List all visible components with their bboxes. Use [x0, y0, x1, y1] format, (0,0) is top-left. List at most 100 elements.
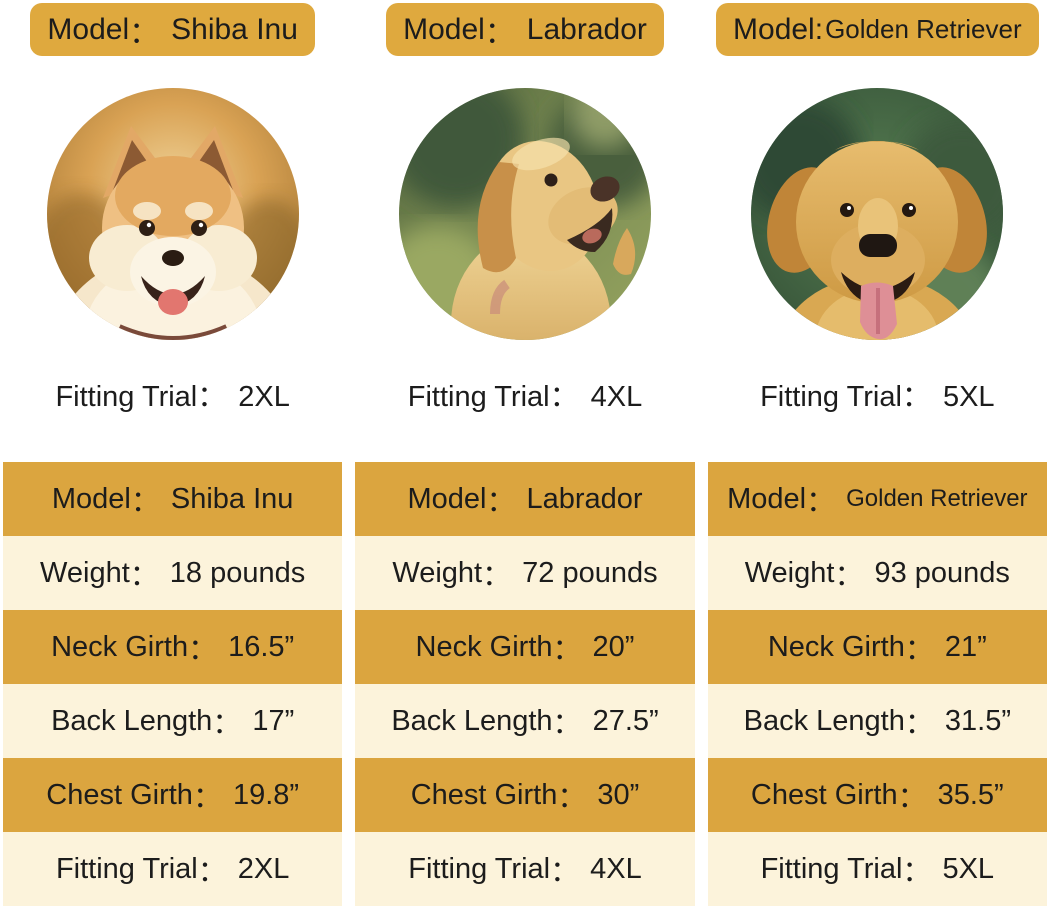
table-row: Neck Girth： 21”	[707, 610, 1047, 684]
table-row: Chest Girth： 30”	[355, 758, 695, 832]
colon: ：	[197, 381, 227, 413]
row-value: 31.5”	[944, 704, 1011, 737]
colon: ：	[901, 381, 931, 413]
table-row: Back Length： 27.5”	[355, 684, 695, 758]
shiba-inu-photo	[46, 88, 299, 340]
row-label: Neck Girth	[51, 630, 189, 663]
colon: ：	[904, 634, 934, 666]
fitting-trial-label: Fitting Trial	[55, 381, 198, 413]
colon: ：	[188, 634, 218, 666]
colon: :	[814, 12, 824, 46]
model-badge-label: Model	[403, 12, 485, 46]
spec-table-golden: Model： Golden Retriever Weight： 93 pounds …	[707, 462, 1047, 906]
colon: ：	[897, 782, 927, 814]
model-badge-label: Model	[733, 12, 815, 46]
table-row: Back Length： 17”	[3, 684, 343, 758]
table-row: Fitting Trial： 4XL	[355, 832, 695, 906]
table-row: Weight： 72 pounds	[355, 536, 695, 610]
row-label: Chest Girth	[46, 778, 193, 811]
row-value: 18 pounds	[169, 556, 306, 589]
colon: ：	[486, 486, 516, 518]
row-label: Neck Girth	[415, 630, 553, 663]
colon: ：	[129, 560, 159, 592]
row-label: Back Length	[51, 704, 213, 737]
row-label: Chest Girth	[410, 778, 558, 811]
row-label: Model	[727, 482, 807, 515]
column-labrador: Model： Labrador	[355, 0, 695, 906]
row-label: Weight	[40, 556, 130, 589]
model-badge-golden: Model: Golden Retriever	[716, 3, 1039, 56]
row-value: 5XL	[942, 852, 995, 885]
model-badge-label: Model	[47, 12, 130, 46]
golden-retriever-photo	[751, 88, 1004, 340]
colon: ：	[482, 560, 512, 592]
colon: ：	[552, 708, 582, 740]
table-row: Weight： 18 pounds	[3, 536, 343, 610]
row-label: Fitting Trial	[408, 852, 551, 885]
fitting-trial-label: Fitting Trial	[760, 381, 902, 413]
colon: ：	[552, 634, 582, 666]
labrador-photo	[398, 88, 651, 340]
spec-table-labrador: Model： Labrador Weight： 72 pounds Neck Gir…	[355, 462, 695, 906]
colon: ：	[212, 708, 242, 740]
table-row: Neck Girth： 16.5”	[3, 610, 343, 684]
colon: ：	[902, 856, 932, 888]
row-value: 21”	[944, 630, 987, 663]
model-badge-value: Labrador	[526, 12, 647, 46]
fitting-trial-line: Fitting Trial： 5XL	[760, 373, 994, 415]
colon: ：	[549, 381, 579, 413]
fitting-trial-label: Fitting Trial	[407, 381, 550, 413]
fitting-trial-value: 5XL	[942, 381, 995, 413]
row-value: 16.5”	[228, 630, 295, 663]
fitting-trial-line: Fitting Trial： 4XL	[408, 373, 642, 415]
row-value: Labrador	[526, 482, 643, 515]
fitting-trial-value: 2XL	[238, 381, 290, 413]
labrador-illustration	[398, 88, 651, 340]
colon: ：	[834, 560, 864, 592]
table-row: Model： Golden Retriever	[707, 462, 1047, 536]
colon: ：	[192, 782, 222, 814]
colon: ：	[484, 16, 515, 50]
row-value: 30”	[597, 778, 640, 811]
row-label: Weight	[744, 556, 835, 589]
column-golden-retriever: Model: Golden Retriever	[707, 0, 1047, 906]
table-row: Fitting Trial： 2XL	[3, 832, 343, 906]
shiba-inu-illustration	[46, 88, 299, 340]
row-value: Shiba Inu	[170, 482, 294, 515]
row-label: Chest Girth	[750, 778, 898, 811]
golden-retriever-illustration	[751, 88, 1004, 340]
row-label: Fitting Trial	[55, 852, 198, 885]
table-row: Back Length： 31.5”	[707, 684, 1047, 758]
colon: ：	[557, 782, 587, 814]
spec-table-shiba: Model： Shiba Inu Weight： 18 pounds Neck Gi…	[3, 462, 343, 906]
row-value: 19.8”	[232, 778, 300, 811]
model-badge-labrador: Model： Labrador	[386, 3, 664, 56]
row-value: 93 pounds	[874, 556, 1010, 589]
row-value: Golden Retriever	[846, 485, 1028, 512]
table-row: Model： Labrador	[355, 462, 695, 536]
row-value: 27.5”	[592, 704, 659, 737]
table-row: Neck Girth： 20”	[355, 610, 695, 684]
row-label: Back Length	[743, 704, 905, 737]
column-shiba-inu: Model： Shiba Inu	[3, 0, 343, 906]
row-value: 20”	[592, 630, 635, 663]
colon: ：	[904, 708, 934, 740]
colon: ：	[197, 856, 227, 888]
model-badge-value: Golden Retriever	[825, 14, 1022, 44]
table-row: Chest Girth： 19.8”	[3, 758, 343, 832]
table-row: Chest Girth： 35.5”	[707, 758, 1047, 832]
table-row: Fitting Trial： 5XL	[707, 832, 1047, 906]
row-value: 17”	[252, 704, 295, 737]
colon: ：	[129, 16, 160, 50]
table-row: Model： Shiba Inu	[3, 462, 343, 536]
row-label: Model	[407, 482, 487, 515]
colon: ：	[806, 486, 836, 518]
row-value: 4XL	[590, 852, 642, 885]
row-value: 72 pounds	[522, 556, 658, 589]
row-label: Neck Girth	[767, 630, 905, 663]
table-row: Weight： 93 pounds	[707, 536, 1047, 610]
fitting-trial-value: 4XL	[590, 381, 643, 413]
row-value: 2XL	[237, 852, 290, 885]
row-label: Model	[51, 482, 131, 515]
